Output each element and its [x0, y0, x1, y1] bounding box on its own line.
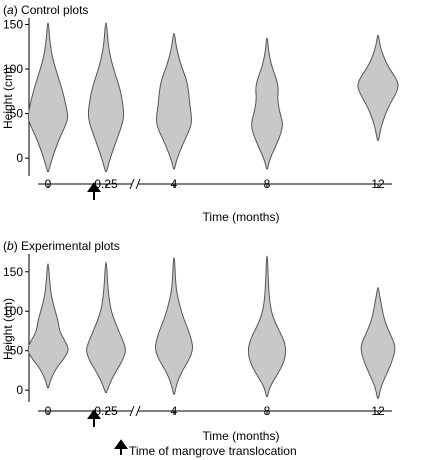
x-axis-label: Time (months) — [203, 429, 280, 443]
panel-title: (b) Experimental plots — [3, 239, 120, 253]
panel-a: (a) Control plots 0 50 100 150 Height (cm) 0 0.… — [1, 3, 399, 224]
y-axis-label: Height (cm) — [1, 67, 15, 129]
violin-0 — [27, 263, 69, 389]
translocation-legend: Time of mangrove translocation — [114, 439, 297, 458]
translocation-arrow-icon — [87, 182, 101, 200]
y-axis-label: Height (cm) — [1, 298, 15, 360]
panel-letter: ( — [3, 3, 7, 17]
translocation-note: Time of mangrove translocation — [129, 444, 297, 458]
x-tick-label: 12 — [371, 177, 385, 191]
violin-12 — [357, 34, 399, 141]
x-tick-label: 0.25 — [94, 177, 118, 191]
panel-b: (b) Experimental plots 0 50 100 150 Height (c… — [1, 239, 396, 443]
violin-8 — [247, 255, 287, 397]
panel-letter-italic: a — [7, 3, 14, 17]
panel-letter-close: ) — [14, 3, 21, 17]
panel-letter: ( — [3, 239, 7, 253]
y-tick-label: 150 — [3, 17, 23, 31]
y-tick-label: 150 — [3, 265, 23, 279]
panel-title-text: Experimental plots — [21, 239, 120, 253]
x-tick-label: 8 — [264, 177, 271, 191]
x-tick-label: 8 — [264, 404, 271, 418]
violin-4 — [156, 32, 192, 170]
up-arrow-icon — [114, 439, 128, 455]
axis-break-mark — [135, 405, 141, 417]
y-tick-label: 50 — [10, 107, 24, 121]
violin-12 — [360, 287, 396, 399]
violin-0 — [27, 22, 69, 172]
translocation-arrow-icon — [87, 409, 101, 427]
y-tick-label: 50 — [10, 344, 24, 358]
violin-0_25 — [86, 261, 126, 393]
axis-break-mark — [135, 178, 141, 190]
x-tick-label: 4 — [171, 404, 178, 418]
x-tick-label: 0.25 — [94, 404, 118, 418]
x-axis-label: Time (months) — [203, 210, 280, 224]
x-tick-label: 4 — [171, 177, 178, 191]
panel-title-text: Control plots — [21, 3, 88, 17]
y-tick-label: 0 — [16, 151, 23, 165]
axis-break-mark — [129, 178, 135, 190]
violin-4 — [154, 257, 194, 395]
y-tick-label: 100 — [3, 304, 23, 318]
violin-8 — [251, 37, 283, 170]
y-tick-label: 100 — [3, 62, 23, 76]
x-tick-label: 12 — [371, 404, 385, 418]
y-tick-label: 0 — [16, 383, 23, 397]
panel-letter-close: ) — [14, 239, 21, 253]
panel-title: (a) Control plots — [3, 3, 88, 17]
axis-break-mark — [129, 405, 135, 417]
x-tick-label: 0 — [45, 177, 52, 191]
panel-letter-italic: b — [7, 239, 14, 253]
x-tick-label: 0 — [45, 404, 52, 418]
violin-0_25 — [87, 22, 125, 172]
